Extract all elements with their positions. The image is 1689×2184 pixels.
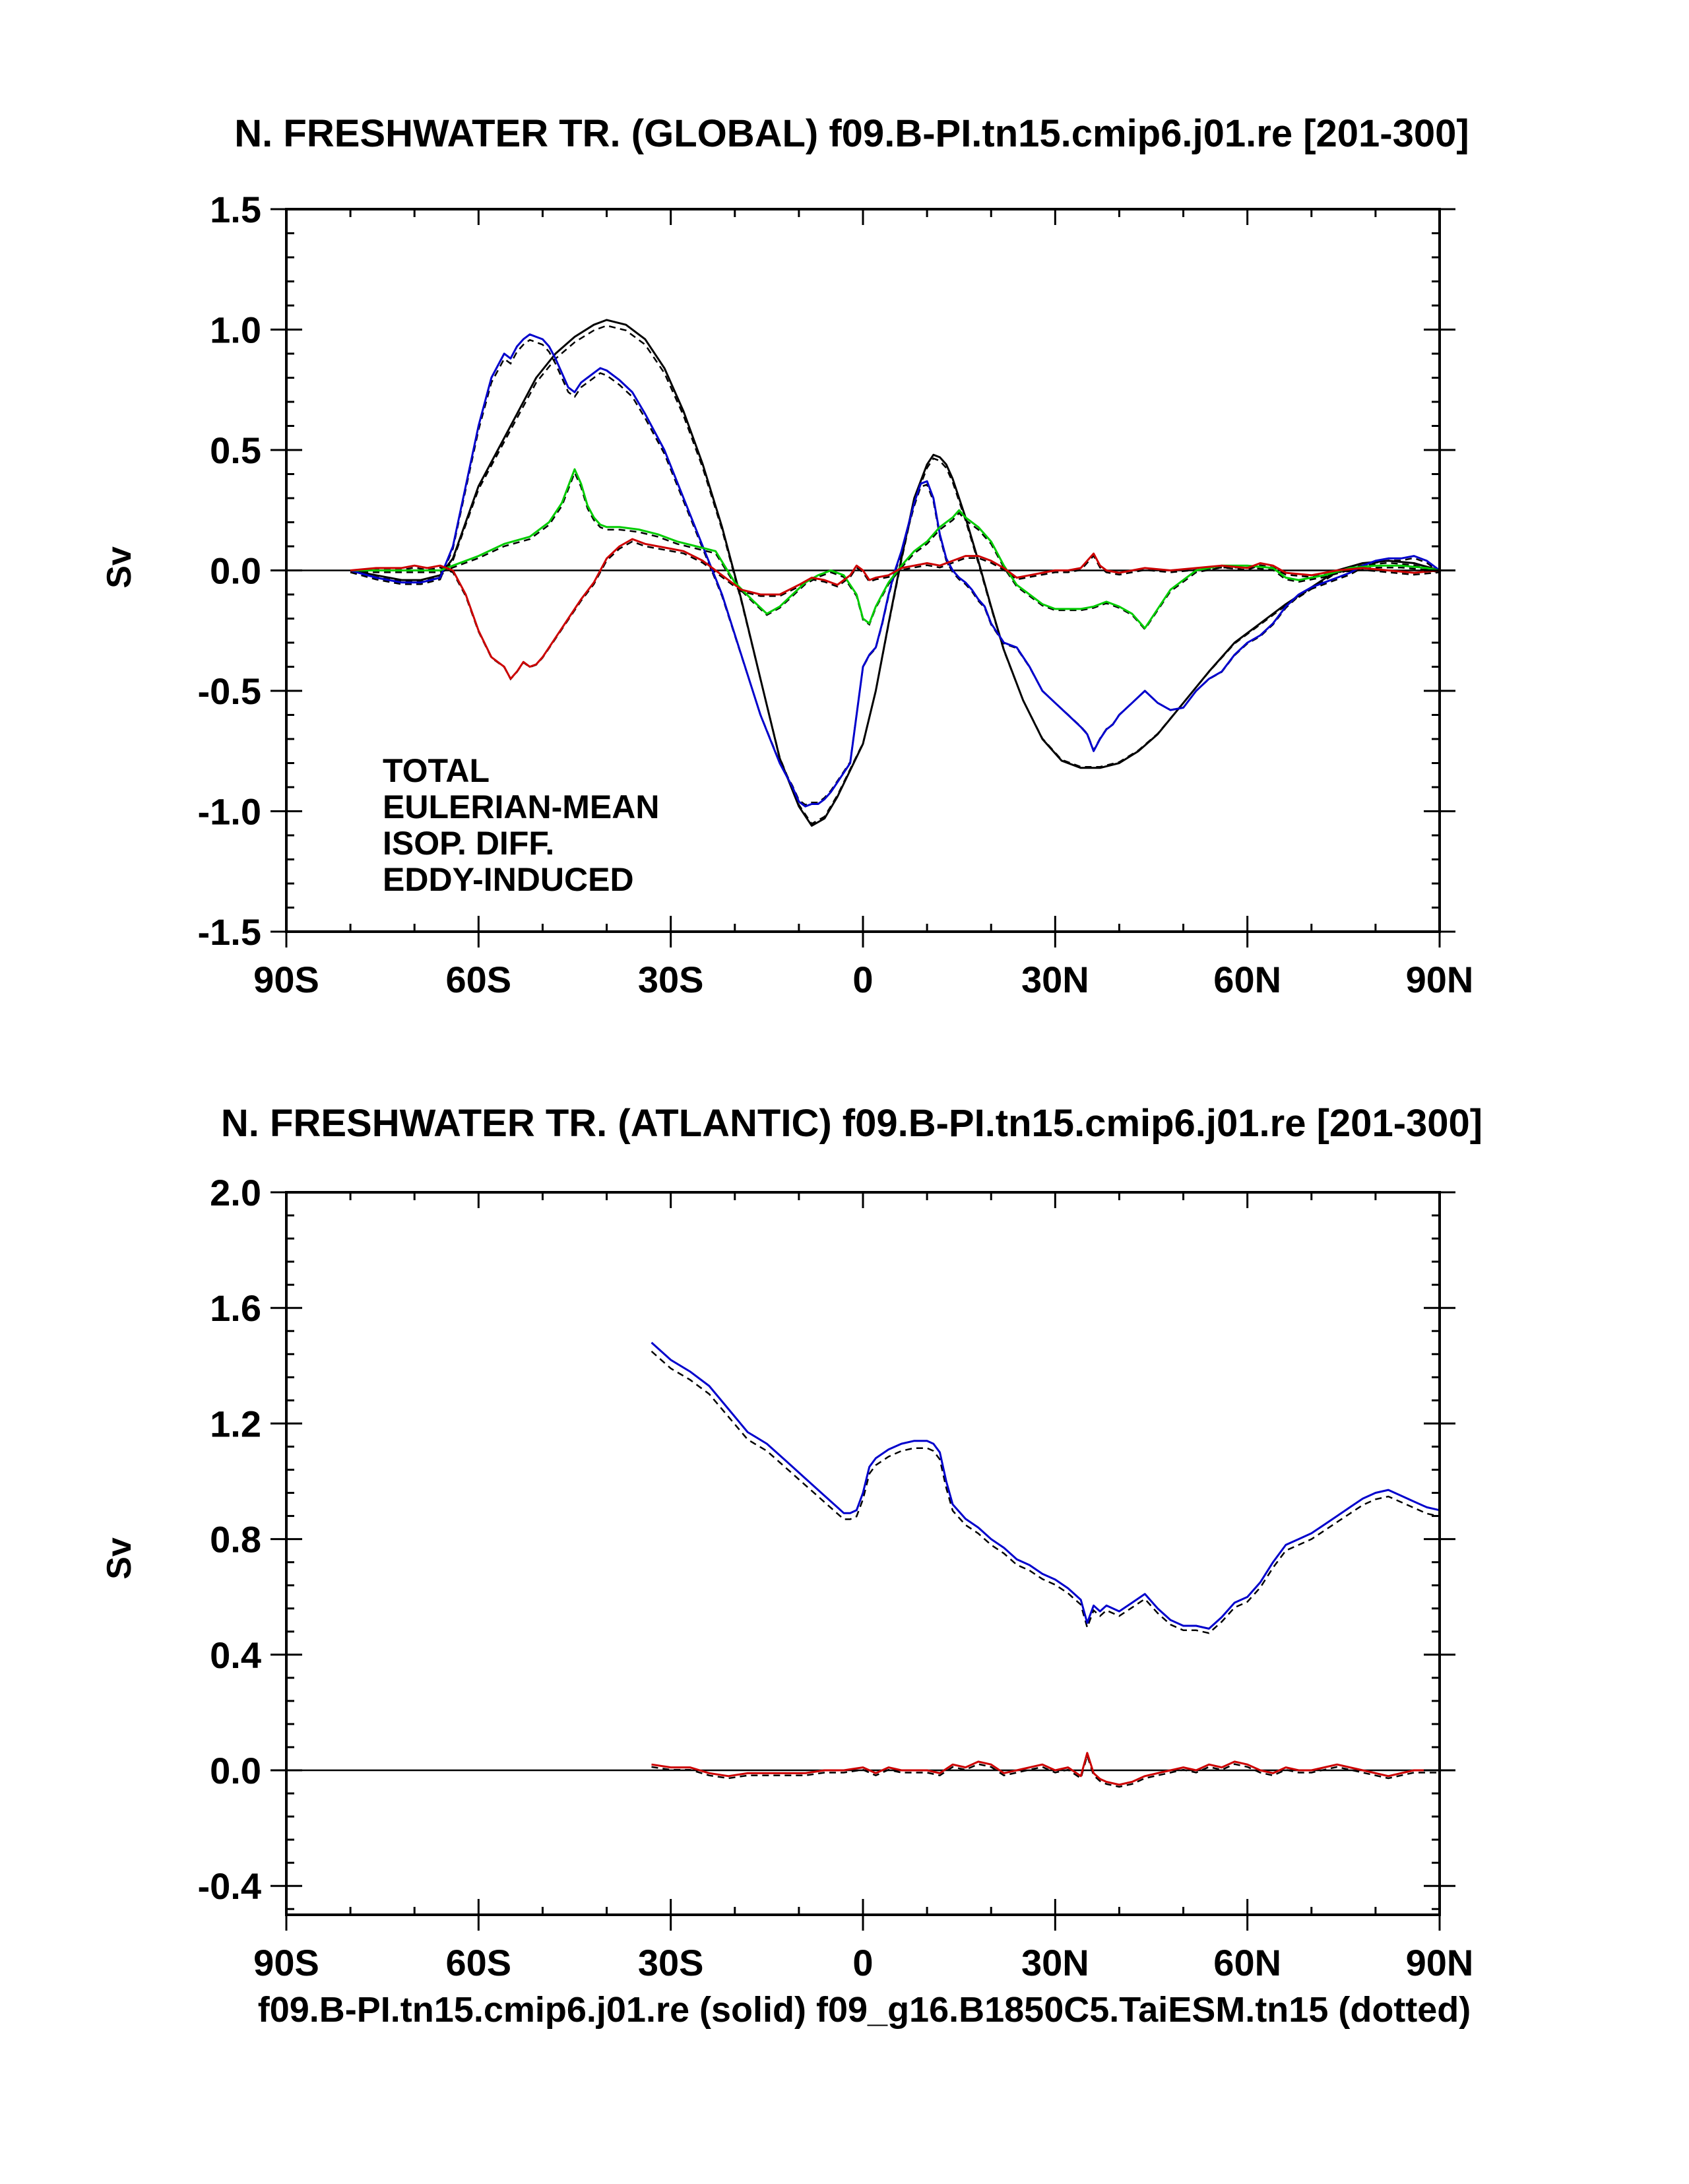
global-y-axis-label: Sv	[100, 546, 139, 589]
atlantic-x-tick-label-90s: 90S	[253, 1942, 319, 1983]
atlantic-x-tick-label-30s: 30S	[638, 1942, 704, 1983]
legend-entry-isop-diff: ISOP. DIFF.	[383, 825, 554, 862]
atlantic-ticks-layer	[271, 1191, 1455, 1931]
series-line-eulerian_mean	[350, 333, 1440, 808]
atlantic-y-tick-label: 1.6	[210, 1287, 261, 1329]
atlantic-y-tick-label: 0.0	[210, 1750, 261, 1791]
legend: TOTAL EULERIAN-MEAN ISOP. DIFF. EDDY-IND…	[383, 752, 659, 898]
global-x-tick-label-30n: 30N	[1021, 959, 1089, 1000]
global-x-tick-label-0: 0	[852, 959, 873, 1000]
series-line-eddy_induced	[350, 538, 1440, 680]
global-x-tick-label-90n: 90N	[1406, 959, 1474, 1000]
global-y-tick-label: 1.0	[210, 309, 261, 351]
global-y-tick-label: 0.0	[210, 550, 261, 592]
series-line-isop_diff-dotted	[350, 470, 1440, 631]
legend-entry-total: TOTAL	[383, 752, 490, 789]
global-y-tick-label: 1.5	[210, 189, 261, 230]
atlantic-y-tick-label: 1.2	[210, 1403, 261, 1444]
atlantic-y-tick-label: 0.4	[210, 1634, 261, 1676]
atlantic-series-layer	[651, 1341, 1440, 1788]
legend-entry-eulerian-mean: EULERIAN-MEAN	[383, 788, 659, 825]
series-line-isop_diff	[350, 468, 1440, 629]
global-x-tick-label-60n: 60N	[1213, 959, 1281, 1000]
legend-entry-eddy-induced: EDDY-INDUCED	[383, 861, 634, 898]
series-line-eddy_induced	[651, 1752, 1440, 1786]
series-line-eddy_induced-dotted	[651, 1752, 1440, 1788]
atlantic-panel: N. FRESHWATER TR. (ATLANTIC) f09.B-PI.tn…	[100, 1102, 1482, 1983]
atlantic-y-tick-label: 0.8	[210, 1519, 261, 1560]
global-x-tick-label-30s: 30S	[638, 959, 704, 1000]
global-y-tick-label: 0.5	[210, 430, 261, 471]
global-ticks-layer	[271, 208, 1455, 947]
atlantic-x-tick-label-60s: 60S	[446, 1942, 512, 1983]
global-y-tick-labels: -1.5 -1.0 -0.5 0.0 0.5 1.0 1.5	[198, 189, 262, 953]
global-chart-title: N. FRESHWATER TR. (GLOBAL) f09.B-PI.tn15…	[234, 112, 1469, 155]
global-y-tick-label: -1.5	[198, 911, 262, 953]
global-series-layer	[350, 319, 1440, 827]
series-line-eddy_induced-dotted	[350, 540, 1440, 681]
atlantic-x-tick-label-60n: 60N	[1213, 1942, 1281, 1983]
global-x-tick-label-90s: 90S	[253, 959, 319, 1000]
atlantic-chart-title: N. FRESHWATER TR. (ATLANTIC) f09.B-PI.tn…	[221, 1102, 1482, 1145]
atlantic-x-tick-labels: 90S 60S 30S 0 30N 60N 90N	[253, 1942, 1473, 1983]
footer-caption: f09.B-PI.tn15.cmip6.j01.re (solid) f09_g…	[258, 1990, 1471, 2030]
global-x-tick-labels: 90S 60S 30S 0 30N 60N 90N	[253, 959, 1473, 1000]
atlantic-x-tick-label-90n: 90N	[1406, 1942, 1474, 1983]
series-line-eulerian_mean-dotted	[651, 1351, 1440, 1634]
atlantic-y-tick-labels: -0.4 0.0 0.4 0.8 1.2 1.6 2.0	[198, 1172, 262, 1907]
atlantic-y-axis-label: Sv	[100, 1537, 139, 1580]
global-x-tick-label-60s: 60S	[446, 959, 512, 1000]
atlantic-y-tick-label: 2.0	[210, 1172, 261, 1213]
atlantic-plot-frame	[285, 1191, 1441, 1916]
global-panel: N. FRESHWATER TR. (GLOBAL) f09.B-PI.tn15…	[100, 112, 1473, 1000]
global-y-tick-label: -1.0	[198, 791, 262, 833]
atlantic-x-tick-label-30n: 30N	[1021, 1942, 1089, 1983]
atlantic-y-tick-label: -0.4	[198, 1865, 262, 1907]
series-line-eulerian_mean	[651, 1341, 1440, 1630]
global-y-tick-label: -0.5	[198, 670, 262, 712]
atlantic-x-tick-label-0: 0	[852, 1942, 873, 1983]
